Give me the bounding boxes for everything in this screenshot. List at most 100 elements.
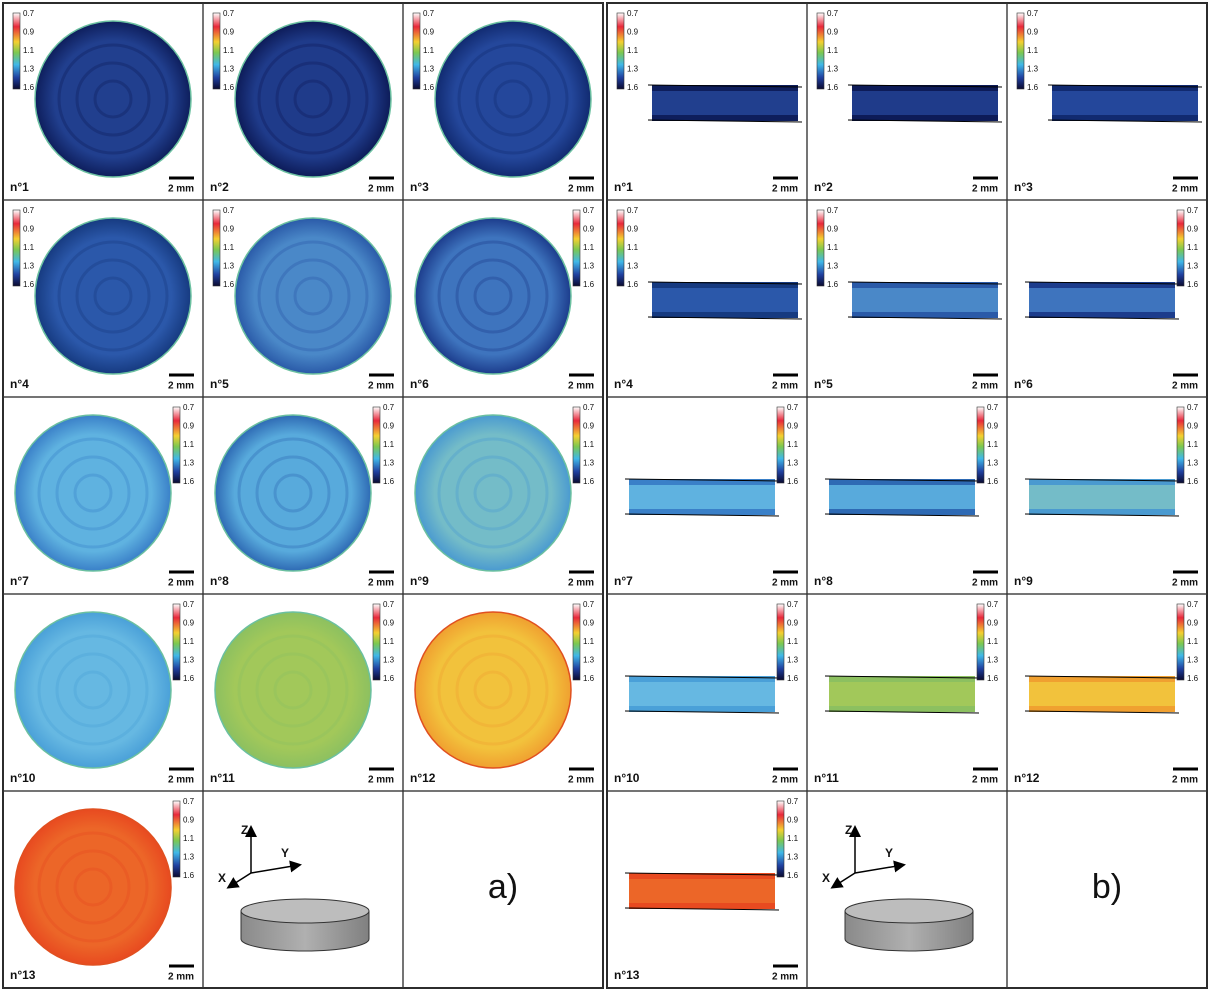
sample-label: n°13 (10, 968, 36, 982)
colorbar-tick-label: 0.7 (627, 9, 639, 18)
colorbar-tick-label: 1.1 (23, 46, 35, 55)
colorbar-tick-label: 1.1 (987, 440, 999, 449)
edge-line (847, 84, 1003, 88)
colorbar-tick-label: 0.9 (583, 225, 595, 234)
density-band (1052, 85, 1198, 91)
colorbar-tick-label: 1.6 (583, 280, 595, 289)
density-band (629, 479, 775, 485)
colorbar-tick-label: 1.6 (1187, 477, 1199, 486)
axis-label: X (218, 871, 226, 885)
colorbar-tick-label: 0.7 (583, 600, 595, 609)
edge-line (624, 710, 780, 714)
edge-line (1024, 710, 1180, 714)
colorbar-tick-label: 1.6 (627, 83, 639, 92)
density-ring (437, 634, 549, 746)
density-map (14, 414, 172, 572)
colorbar-tick-label: 1.3 (987, 459, 999, 468)
colorbar (172, 603, 181, 681)
colorbar (776, 603, 785, 681)
colorbar-tick-label: 1.1 (383, 440, 395, 449)
colorbar-tick-label: 1.1 (787, 834, 799, 843)
density-ring (37, 831, 149, 943)
sample-label: n°12 (1014, 771, 1040, 785)
edge-line (647, 119, 803, 123)
colorbar-tick-label: 1.6 (183, 674, 195, 683)
axis-arrow (830, 872, 856, 889)
colorbar-tick-label: 1.1 (987, 637, 999, 646)
density-ring (455, 455, 531, 531)
colorbar-tick-label: 1.1 (787, 637, 799, 646)
density-ring (73, 670, 113, 710)
colorbar-tick-label: 0.9 (787, 816, 799, 825)
edge-line (1024, 675, 1180, 679)
edge-line (1024, 281, 1180, 285)
density-ring (55, 849, 131, 925)
density-band (1029, 282, 1175, 288)
colorbar-tick-label: 1.1 (827, 46, 839, 55)
colorbar-tick-label: 1.6 (627, 280, 639, 289)
colorbar-tick-label: 1.3 (987, 656, 999, 665)
colorbar-tick-label: 1.3 (787, 459, 799, 468)
colorbar-tick-label: 0.9 (787, 619, 799, 628)
scale-bar-label: 2 mm (1172, 578, 1198, 589)
colorbar (12, 209, 21, 287)
colorbar (572, 406, 581, 484)
colorbar-tick-label: 1.3 (787, 853, 799, 862)
scale-bar-label: 2 mm (972, 381, 998, 392)
density-band (652, 282, 798, 288)
colorbar-tick-label: 1.3 (383, 656, 395, 665)
density-band (1029, 706, 1175, 712)
colorbar-tick-label: 0.7 (183, 797, 195, 806)
panel-label: a) (488, 868, 518, 906)
colorbar-tick-label: 0.7 (827, 206, 839, 215)
density-band (852, 312, 998, 318)
colorbar-tick-label: 1.3 (223, 262, 235, 271)
colorbar-tick-label: 1.6 (583, 477, 595, 486)
density-map (434, 20, 592, 178)
colorbar-tick-label: 1.6 (1187, 674, 1199, 683)
density-band (852, 282, 998, 288)
scale-bar-label: 2 mm (1172, 381, 1198, 392)
colorbar-tick-label: 0.9 (1187, 422, 1199, 431)
colorbar-tick-label: 0.9 (223, 225, 235, 234)
edge-line (647, 84, 803, 88)
sample-label: n°11 (814, 771, 839, 785)
colorbar-tick-label: 0.7 (1187, 600, 1199, 609)
scale-bar-label: 2 mm (772, 184, 798, 195)
edge-line (624, 478, 780, 482)
density-band (629, 706, 775, 712)
colorbar-tick-label: 0.9 (787, 422, 799, 431)
edge-line (847, 316, 1003, 320)
edge-line (624, 872, 780, 876)
density-ring (273, 670, 313, 710)
colorbar-tick-label: 0.7 (383, 600, 395, 609)
scale-bar-label: 2 mm (368, 184, 394, 195)
density-map (34, 217, 192, 375)
axis-label: Z (241, 823, 248, 837)
sample-label: n°2 (814, 180, 833, 194)
axis-arrow (226, 872, 252, 889)
density-band (829, 706, 975, 712)
colorbar-tick-label: 1.6 (787, 477, 799, 486)
density-band (1029, 479, 1175, 485)
colorbar-tick-label: 1.6 (787, 674, 799, 683)
colorbar-tick-label: 0.7 (1187, 206, 1199, 215)
colorbar-tick-label: 1.1 (383, 637, 395, 646)
density-ring (57, 43, 169, 155)
colorbar (976, 603, 985, 681)
scale-bar-label: 2 mm (568, 578, 594, 589)
colorbar-tick-label: 1.3 (183, 853, 195, 862)
sample-label: n°11 (210, 771, 235, 785)
colorbar-tick-label: 0.9 (1187, 619, 1199, 628)
colorbar-tick-label: 0.7 (583, 206, 595, 215)
density-ring (55, 455, 131, 531)
colorbar-tick-label: 0.9 (583, 619, 595, 628)
cylinder-top (844, 898, 974, 924)
density-ring (37, 634, 149, 746)
colorbar-tick-label: 1.6 (183, 477, 195, 486)
density-band (652, 115, 798, 121)
density-ring (93, 79, 133, 119)
sample-label: n°2 (210, 180, 229, 194)
colorbar-tick-label: 1.1 (583, 637, 595, 646)
colorbar (616, 12, 625, 90)
